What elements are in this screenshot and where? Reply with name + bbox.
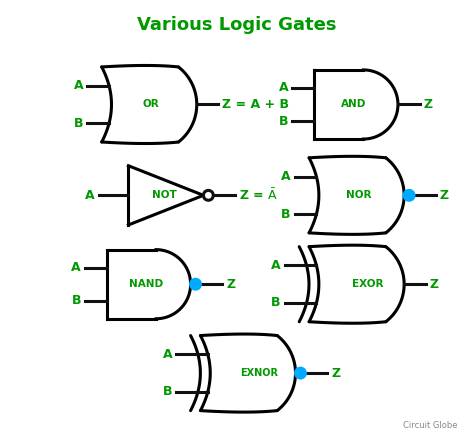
Text: OR: OR: [143, 100, 159, 109]
Text: B: B: [74, 117, 83, 130]
Text: B: B: [272, 296, 281, 310]
Text: Circuit Globe: Circuit Globe: [403, 421, 457, 430]
Text: NAND: NAND: [129, 279, 163, 289]
Text: A: A: [163, 348, 172, 361]
Text: B: B: [281, 208, 291, 221]
Text: Z: Z: [440, 189, 449, 202]
Text: A: A: [271, 259, 281, 272]
Text: A: A: [279, 82, 288, 94]
Text: A: A: [281, 170, 291, 183]
Circle shape: [404, 190, 414, 200]
Text: A: A: [74, 79, 83, 92]
Text: NOR: NOR: [346, 190, 371, 200]
Text: B: B: [163, 385, 172, 398]
Circle shape: [203, 190, 213, 200]
Text: Various Logic Gates: Various Logic Gates: [137, 16, 337, 35]
Text: AND: AND: [341, 100, 366, 109]
Circle shape: [191, 279, 201, 289]
Text: Z = $\bar{\rm A}$: Z = $\bar{\rm A}$: [239, 187, 278, 203]
Text: A: A: [85, 189, 95, 202]
Text: EXOR: EXOR: [352, 279, 383, 289]
Text: Z: Z: [424, 98, 433, 111]
Text: B: B: [72, 294, 81, 307]
Text: Z: Z: [226, 278, 235, 291]
Text: NOT: NOT: [152, 190, 176, 200]
Circle shape: [295, 368, 305, 378]
Text: Z: Z: [331, 366, 340, 380]
Text: Z = A + B: Z = A + B: [222, 98, 290, 111]
Text: Z: Z: [430, 278, 439, 291]
Text: EXNOR: EXNOR: [240, 368, 278, 378]
Text: A: A: [72, 261, 81, 274]
Text: B: B: [279, 115, 288, 128]
